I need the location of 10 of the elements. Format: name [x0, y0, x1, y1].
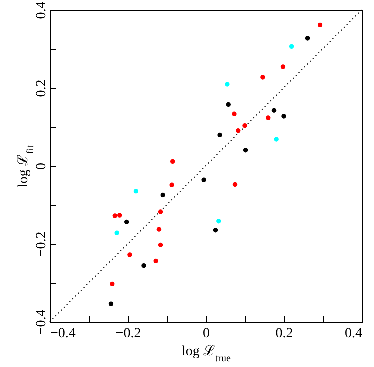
- y-tick-label: 0: [34, 163, 50, 170]
- x-axis-title: log ℒ$_{true}$: [182, 344, 232, 364]
- y-tick-label: 0.4: [34, 2, 50, 20]
- y-tick-label: 0.2: [34, 80, 50, 98]
- y-tick-label: −0.2: [34, 232, 50, 258]
- x-tick-label: 0.4: [345, 326, 362, 342]
- x-tick-label: −0.2: [116, 326, 142, 342]
- x-tick-label: 0: [203, 326, 210, 342]
- x-tick-label: 0.2: [276, 326, 294, 342]
- x-tick-label: −0.4: [50, 326, 76, 342]
